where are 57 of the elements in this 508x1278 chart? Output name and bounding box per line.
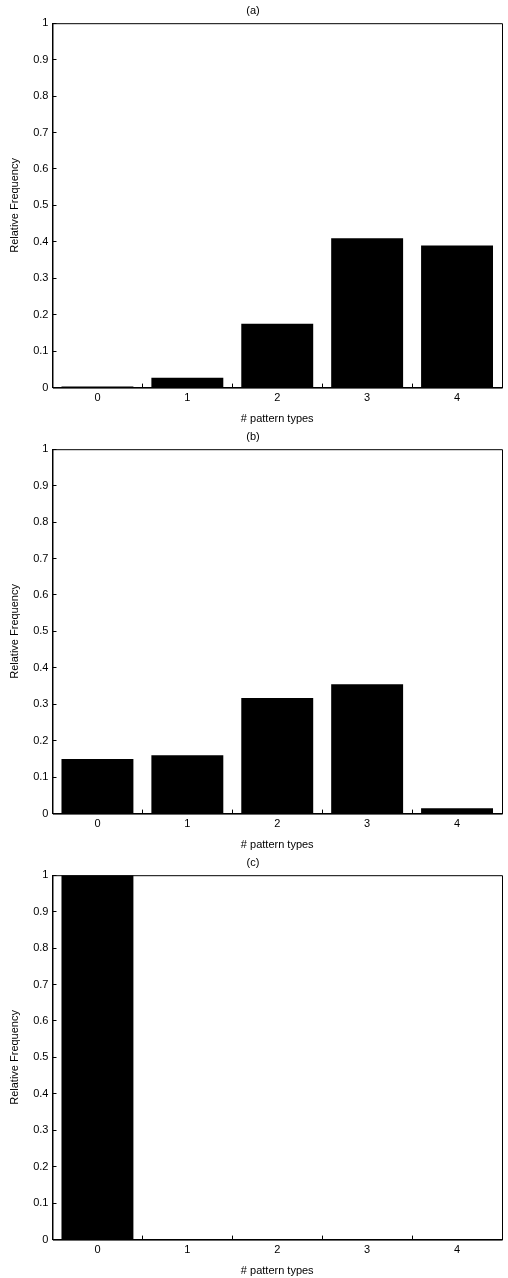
x-tick-label: 1 [184,817,191,830]
x-tick-label: 3 [364,817,371,830]
y-tick-label: 0.7 [33,977,49,990]
x-axis-title: # pattern types [240,1264,315,1277]
y-tick-label: 1 [42,868,49,881]
y-tick-label: 0.3 [33,271,49,284]
x-tick-label: 1 [184,391,191,404]
x-axis-title: # pattern types [240,412,315,425]
y-tick-label: 0.1 [33,770,49,783]
y-tick-label: 0.5 [33,198,49,211]
x-tick-label: 4 [453,1243,461,1256]
x-tick-label: 3 [364,391,371,404]
x-tick-label: 3 [364,1243,371,1256]
y-tick-label: 0.1 [33,1196,49,1209]
x-tick-label: 4 [453,817,461,830]
y-tick-label: 0.8 [33,515,49,528]
y-tick-label: 0.3 [33,697,49,710]
y-tick-label: 0.2 [33,307,49,320]
y-tick-label: 0.2 [33,1159,49,1172]
y-tick-label: 0.4 [33,660,49,673]
y-tick-label: 0.8 [33,89,49,102]
y-tick-label: 0 [42,1232,49,1245]
x-tick-label: 1 [184,1243,191,1256]
x-axis-title: # pattern types [240,838,315,851]
x-tick-label: 2 [274,817,281,830]
x-tick-label: 0 [94,817,101,830]
y-tick-label: 0 [42,380,49,393]
x-tick-label: 4 [453,391,461,404]
x-tick-label: 0 [94,391,101,404]
x-tick-label: 2 [274,391,281,404]
y-axis-title: Relative Frequency [7,583,20,679]
y-tick-label: 1 [42,16,49,29]
chart-title: (a) [246,3,260,16]
y-tick-label: 0.4 [33,234,49,247]
y-tick-label: 0.9 [33,478,49,491]
y-axis-title: Relative Frequency [7,1009,20,1105]
y-tick-label: 0.5 [33,624,49,637]
y-tick-label: 0.8 [33,941,49,954]
y-tick-label: 0.1 [33,344,49,357]
chart-title: (c) [246,855,260,868]
y-axis-title: Relative Frequency [7,157,20,253]
y-tick-label: 0.5 [33,1050,49,1063]
y-tick-label: 0.2 [33,733,49,746]
chart-title: (b) [246,429,260,442]
y-tick-label: 0.6 [33,1013,49,1026]
y-tick-label: 0.7 [33,551,49,564]
y-tick-label: 0.6 [33,587,49,600]
y-tick-label: 0.9 [33,52,49,65]
y-tick-label: 0.4 [33,1086,49,1099]
y-tick-label: 1 [42,442,49,455]
y-tick-label: 0.3 [33,1123,49,1136]
x-tick-label: 0 [94,1243,101,1256]
y-tick-label: 0.6 [33,161,49,174]
y-tick-label: 0.9 [33,904,49,917]
x-tick-label: 2 [274,1243,281,1256]
y-tick-label: 0.7 [33,125,49,138]
y-tick-label: 0 [42,806,49,819]
